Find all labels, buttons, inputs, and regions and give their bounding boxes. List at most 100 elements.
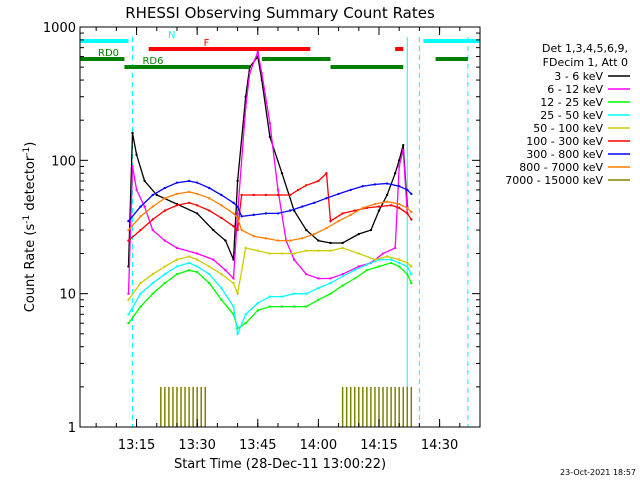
series-line — [127, 55, 408, 267]
legend-header-1: Det 1,3,4,5,6,9, — [542, 42, 628, 55]
data-point — [305, 305, 308, 308]
data-point — [393, 246, 397, 250]
data-point — [135, 188, 138, 192]
data-point — [357, 232, 360, 236]
data-point — [406, 212, 409, 215]
data-point — [151, 218, 154, 221]
data-point — [256, 249, 259, 252]
data-point — [139, 228, 142, 232]
data-point — [389, 258, 393, 261]
data-point — [163, 281, 167, 285]
data-point — [175, 258, 179, 261]
legend-header-2: FDecim 1, Att 0 — [543, 56, 628, 69]
data-point — [208, 196, 211, 200]
data-point — [268, 305, 272, 308]
data-point — [195, 265, 199, 268]
data-point — [341, 212, 344, 215]
data-point — [341, 272, 344, 276]
data-point — [357, 252, 360, 255]
data-point — [365, 268, 369, 272]
data-point — [276, 188, 280, 192]
data-point — [341, 275, 344, 278]
data-point — [151, 228, 154, 232]
data-point — [385, 193, 389, 197]
data-point — [127, 219, 130, 223]
y-axis-label-rest: detector — [23, 155, 38, 215]
data-point — [187, 261, 191, 265]
data-point — [220, 216, 223, 220]
data-point — [317, 179, 320, 183]
data-point — [280, 305, 284, 308]
data-point — [163, 196, 167, 200]
data-point — [268, 121, 272, 125]
data-point — [329, 219, 332, 223]
data-point — [264, 193, 268, 197]
data-point — [155, 193, 158, 197]
data-point — [232, 201, 235, 205]
data-point — [212, 258, 215, 261]
y-axis-label: Count Rate (s-1 detector-1) — [22, 142, 38, 313]
flag-label: F — [204, 38, 210, 49]
data-point — [410, 218, 413, 221]
data-point — [236, 292, 239, 295]
data-point — [175, 265, 179, 268]
data-point — [208, 209, 211, 212]
data-point — [195, 181, 199, 184]
data-point — [220, 286, 223, 290]
flag-label: RD0 — [98, 48, 119, 59]
data-point — [264, 212, 268, 215]
data-point — [288, 193, 292, 197]
data-point — [187, 255, 191, 258]
data-point — [397, 159, 401, 162]
data-point — [288, 239, 292, 242]
data-point — [329, 281, 332, 285]
data-point — [195, 204, 199, 207]
data-point — [406, 272, 409, 276]
data-point — [280, 172, 284, 175]
data-point — [252, 193, 255, 197]
data-point — [337, 219, 340, 223]
y-axis-label-main: Count Rate (s — [23, 224, 38, 313]
data-point — [288, 209, 292, 212]
data-point — [264, 237, 268, 240]
data-point — [240, 215, 243, 218]
data-point — [373, 183, 377, 186]
data-point — [377, 265, 381, 268]
data-point — [325, 196, 328, 200]
legend-entry: 7000 - 15000 keV — [505, 174, 603, 187]
data-point — [195, 252, 199, 255]
data-point — [397, 258, 401, 261]
data-point — [353, 277, 356, 280]
data-point — [292, 252, 296, 255]
data-point — [131, 165, 134, 168]
data-point — [377, 205, 381, 208]
data-point — [317, 298, 320, 301]
data-point — [139, 292, 142, 295]
data-point — [268, 135, 272, 139]
plot-area: N F RD0 RD6 — [79, 30, 480, 427]
y-axis-label-superscript: -1 — [22, 215, 32, 224]
data-point — [276, 193, 280, 197]
data-point — [393, 172, 397, 175]
data-point — [252, 234, 255, 238]
data-point — [163, 272, 167, 276]
data-point — [385, 255, 389, 258]
data-point — [341, 241, 344, 245]
data-point — [329, 292, 332, 295]
data-point — [313, 201, 316, 205]
data-point — [385, 182, 389, 185]
data-point — [163, 209, 167, 212]
data-point — [187, 268, 191, 272]
data-point — [397, 265, 401, 268]
data-point — [296, 188, 300, 192]
legend-entry: 25 - 50 keV — [540, 109, 603, 122]
data-point — [341, 246, 344, 250]
y-axis-label-superscript-2: -1 — [22, 147, 32, 156]
y-axis-label-end: ) — [23, 142, 38, 147]
data-point — [139, 205, 142, 208]
data-point — [397, 202, 401, 206]
data-point — [325, 226, 328, 230]
data-point — [280, 295, 284, 298]
y-tick-label: 100 — [51, 154, 76, 169]
